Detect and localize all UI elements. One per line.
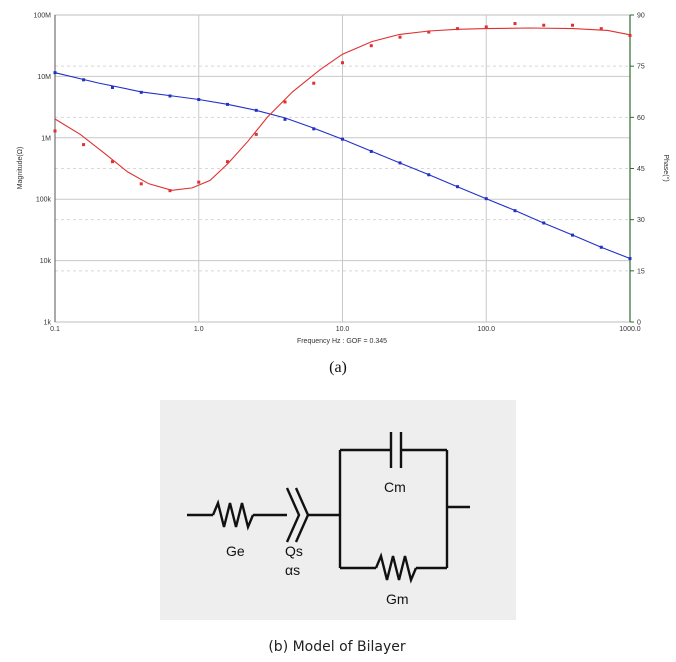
magnitude-point (542, 221, 546, 225)
magnitude-point (341, 137, 344, 141)
phase-point (456, 27, 460, 31)
x-tick-labels: 0.1 1.0 10.0 100.0 1000.0 (50, 326, 641, 333)
y-right-tick-label: 75 (637, 64, 645, 71)
phase-point (628, 33, 632, 37)
magnitude-point (110, 85, 114, 89)
y-right-tick-label: 30 (637, 217, 645, 224)
caption-a: (a) (329, 359, 347, 376)
ge-label: Ge (226, 543, 245, 559)
y-right-tick-label: 0 (637, 320, 641, 327)
phase-point (341, 61, 344, 65)
x-tick-label: 1.0 (194, 326, 204, 333)
magnitude-point (168, 94, 172, 98)
gm-label: Gm (386, 591, 409, 607)
y-right-axis-label: Phase(°) (662, 154, 670, 181)
x-axis-label: Frequency Hz : GOF = 0.345 (297, 338, 387, 345)
alpha-s-label: αs (285, 562, 300, 578)
circuit-background (160, 400, 516, 620)
x-tick-label: 10.0 (336, 326, 350, 333)
magnitude-point (369, 149, 373, 153)
impedance-chart: 0.1 1.0 10.0 100.0 1000.0 1k 10k 100k 1M 10M 100M… (17, 13, 670, 346)
phase-point (570, 23, 574, 27)
phase-point (168, 189, 172, 193)
x-tick-label: 100.0 (477, 326, 495, 333)
gm-resistor (374, 552, 418, 584)
y-left-tick-label: 10M (37, 74, 51, 81)
phase-point (542, 23, 546, 27)
magnitude-point (197, 98, 201, 102)
magnitude-point (513, 209, 517, 213)
magnitude-point (226, 102, 230, 106)
phase-point (283, 100, 287, 104)
ge-resistor (211, 499, 255, 531)
magnitude-point (398, 161, 402, 165)
bilayer-circuit-diagram: Ge Qs αs Cm Gm (160, 400, 516, 620)
y-right-tick-label: 60 (637, 115, 645, 122)
phase-point (197, 180, 201, 184)
phase-point (427, 30, 431, 34)
y-left-tick-labels: 1k 10k 100k 1M 10M 100M (33, 13, 51, 327)
caption-b: (b) Model of Bilayer (268, 639, 406, 655)
magnitude-point (82, 78, 86, 82)
magnitude-point (53, 71, 57, 75)
series-layer (53, 22, 632, 261)
phase-point (369, 44, 373, 48)
y-right-tick-label: 90 (637, 13, 645, 20)
phase-point (513, 22, 517, 26)
phase-point (599, 27, 603, 31)
y-left-tick-label: 100M (33, 13, 51, 20)
phase-point (53, 129, 57, 133)
y-left-axis-label: Magnitude(Ω) (17, 147, 24, 190)
magnitude-point (456, 185, 460, 189)
magnitude-fit-line (54, 72, 631, 260)
y-left-tick-label: 100k (36, 197, 52, 204)
magnitude-point (599, 245, 603, 249)
y-left-tick-label: 10k (40, 258, 52, 265)
phase-point (82, 143, 86, 147)
phase-point (484, 25, 488, 29)
y-right-tick-labels: 0 15 30 45 60 75 90 (637, 13, 645, 327)
x-tick-label: 1000.0 (619, 326, 641, 333)
phase-point (226, 160, 230, 164)
phase-point (312, 81, 316, 85)
y-left-tick-label: 1M (41, 135, 51, 142)
magnitude-point (283, 117, 287, 121)
y-right-tick-label: 15 (637, 268, 645, 275)
x-tick-label: 0.1 (50, 326, 60, 333)
y-left-tick-label: 1k (44, 320, 52, 327)
magnitude-point (254, 108, 258, 112)
qs-label: Qs (285, 543, 303, 559)
cm-label: Cm (384, 479, 406, 495)
phase-point (398, 35, 402, 39)
phase-fit-line (54, 27, 631, 191)
magnitude-point (427, 173, 431, 177)
magnitude-point (312, 127, 316, 131)
phase-point (139, 182, 143, 186)
y-right-tick-label: 45 (637, 166, 645, 173)
magnitude-point (139, 90, 143, 94)
phase-point (110, 160, 114, 164)
magnitude-point (484, 197, 488, 201)
phase-point (254, 132, 258, 136)
magnitude-point (570, 233, 574, 237)
magnitude-point (628, 257, 632, 261)
